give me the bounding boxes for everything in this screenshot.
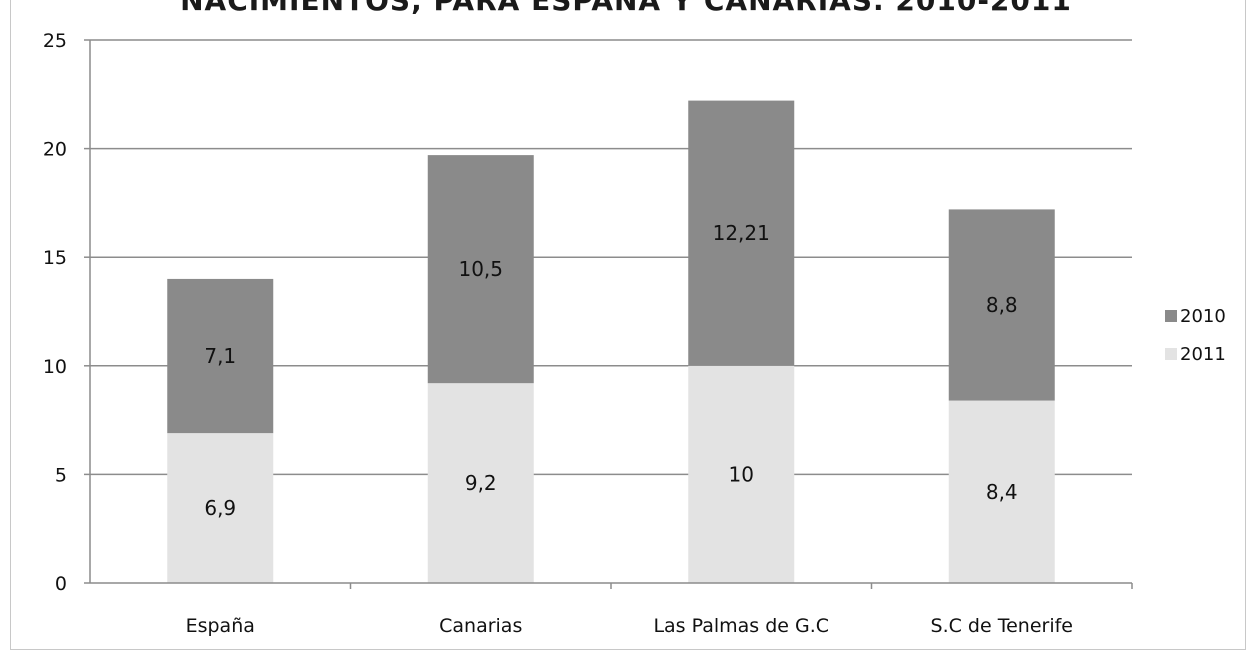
bar-segment <box>948 209 1055 401</box>
y-tick-label: 0 <box>55 573 67 595</box>
bar-segment <box>167 278 274 434</box>
bar-data-label: 10,5 <box>458 257 503 281</box>
legend-label: 2010 <box>1180 306 1226 327</box>
legend-swatch <box>1165 310 1177 322</box>
bar-data-label: 7,1 <box>204 344 236 368</box>
bar-data-label: 8,4 <box>986 480 1018 504</box>
x-tick-label: Canarias <box>439 615 522 637</box>
bars <box>167 100 1055 583</box>
title-strip: NACIMIENTOS, PARA ESPAÑA Y CANARIAS. 201… <box>0 0 1252 18</box>
bar-segment <box>427 383 534 583</box>
bar-data-label: 12,21 <box>713 221 770 245</box>
bar-segment <box>167 433 274 583</box>
bar-segment <box>427 155 534 384</box>
bar-data-label: 8,8 <box>986 293 1018 317</box>
x-tick-label: Las Palmas de G.C <box>653 615 829 637</box>
chart-title: NACIMIENTOS, PARA ESPAÑA Y CANARIAS. 201… <box>180 0 1072 17</box>
y-tick-label: 5 <box>55 464 67 486</box>
bar-data-label: 9,2 <box>465 471 497 495</box>
bar-data-label: 10 <box>729 462 754 486</box>
x-tick-label: España <box>186 615 255 637</box>
x-tick-label: S.C de Tenerife <box>931 615 1073 637</box>
bar-segment <box>688 100 795 366</box>
y-tick-label: 25 <box>43 30 67 52</box>
data-labels: 6,9 7,1 9,2 10,5 10 12,21 8,4 8,8 <box>204 221 1017 520</box>
bar-segment <box>688 365 795 583</box>
bar-segment <box>948 400 1055 583</box>
legend-swatch <box>1165 348 1177 360</box>
axes: 0 5 10 15 20 25 España Canarias Las Palmas de G.… <box>43 30 1133 637</box>
bar-data-label: 6,9 <box>204 496 236 520</box>
legend-label: 2011 <box>1180 344 1226 365</box>
y-tick-label: 20 <box>43 139 67 161</box>
y-tick-label: 10 <box>43 356 67 378</box>
y-tick-label: 15 <box>43 247 67 269</box>
legend: 2010 2011 <box>1165 306 1226 365</box>
